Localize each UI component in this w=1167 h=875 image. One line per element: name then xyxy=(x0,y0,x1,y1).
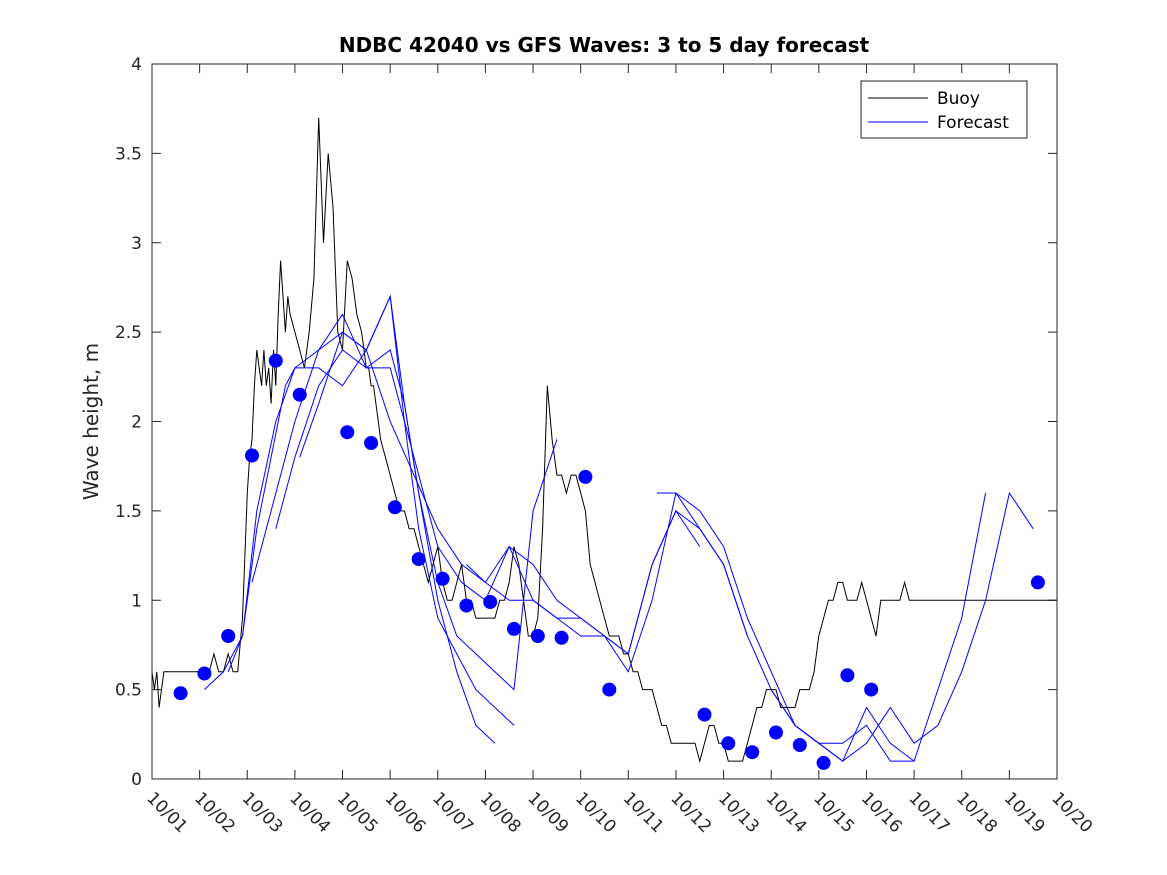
legend-box xyxy=(860,80,1028,139)
forecast-point xyxy=(530,629,545,643)
forecast-line-2 xyxy=(227,294,515,726)
forecast-line-6 xyxy=(466,492,915,762)
forecast-point xyxy=(554,630,569,645)
forecast-point xyxy=(173,686,188,701)
forecast-point xyxy=(816,755,831,770)
forecast-point xyxy=(245,448,259,463)
forecast-line-8 xyxy=(770,491,1034,762)
buoy-line xyxy=(152,117,1057,764)
chart-title: NDBC 42040 vs GFS Waves: 3 to 5 day fore… xyxy=(339,33,870,57)
forecast-point xyxy=(340,425,355,440)
forecast-point xyxy=(364,436,379,450)
legend: Buoy Forecast xyxy=(860,80,1028,139)
y-tick-label: 1.5 xyxy=(115,502,142,522)
forecast-point xyxy=(221,629,236,643)
forecast-line-5 xyxy=(299,331,748,655)
y-axis: 0 0.5 1 1.5 2 2.5 3 3.5 4 xyxy=(115,55,1057,790)
y-tick-label: 4 xyxy=(131,55,142,75)
legend-label-buoy: Buoy xyxy=(937,89,980,109)
forecast-point xyxy=(435,571,450,586)
forecast-point xyxy=(792,738,807,752)
y-tick-label: 2.5 xyxy=(115,323,142,343)
forecast-point xyxy=(459,598,474,613)
forecast-point xyxy=(507,621,521,636)
forecast-point xyxy=(1030,575,1045,590)
forecast-line-1 xyxy=(204,294,496,744)
forecast-point xyxy=(292,387,307,402)
axes-background xyxy=(152,64,1057,779)
forecast-point xyxy=(697,707,712,722)
forecast-point xyxy=(769,725,783,740)
forecast-point xyxy=(721,736,736,751)
forecast-point xyxy=(745,745,760,760)
y-tick-label: 1 xyxy=(131,591,142,611)
y-tick-label: 3.5 xyxy=(115,144,142,164)
forecast-point xyxy=(483,595,498,609)
clipped-series xyxy=(152,117,1057,770)
forecast-point xyxy=(578,469,593,484)
plot-area: 00.511.522.533.54 10/0110/0210/0310/0410… xyxy=(115,55,1096,837)
y-tick-label: 0.5 xyxy=(115,681,142,701)
y-tick-label: 2 xyxy=(131,413,142,433)
axes-frame xyxy=(151,63,1058,780)
y-tick-label: 0 xyxy=(131,770,142,790)
forecast-point xyxy=(387,500,402,515)
forecast-point xyxy=(411,552,426,567)
series-layer xyxy=(152,117,1057,770)
y-axis-label: Wave height, m xyxy=(79,343,103,500)
forecast-point xyxy=(268,353,283,368)
forecast-point xyxy=(864,682,879,697)
forecast-point xyxy=(197,666,212,681)
forecast-point xyxy=(840,668,855,683)
forecast-point xyxy=(602,682,617,697)
y-tick-label: 3 xyxy=(131,234,142,254)
legend-label-forecast: Forecast xyxy=(937,113,1009,133)
